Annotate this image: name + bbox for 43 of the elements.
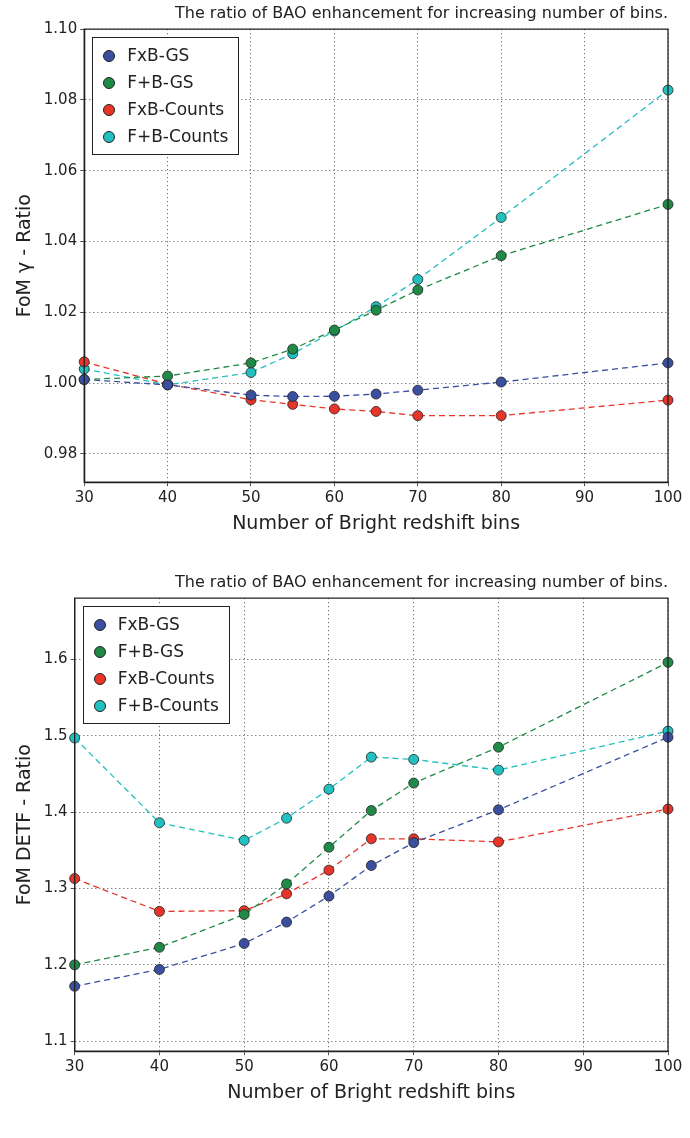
x-tick-label: 40 [158,488,178,507]
x-tick-label: 80 [491,488,511,507]
x-tick-label: 30 [65,1057,85,1076]
y-axis-title: FoM γ - Ratio [12,194,35,318]
x-tick-label: 70 [408,488,428,507]
legend-label: F+B-GS [127,71,194,95]
y-tick-label: 1.5 [43,725,68,744]
legend-label: F+B-GS [117,640,185,664]
y-tick-label: 1.1 [43,1031,68,1050]
x-tick-label: 40 [149,1057,169,1076]
y-tick-label: 1.00 [43,373,78,391]
x-tick-label: 30 [74,488,94,507]
y-axis-title: FoM DETF - Ratio [12,744,35,906]
x-tick-label: 80 [488,1057,509,1076]
legend-label: FxB-GS [117,613,180,637]
y-tick-label: 1.08 [43,89,78,108]
legend-label: FxB-Counts [117,667,215,691]
legend-label: FxB-GS [127,44,190,68]
y-tick-label: 1.2 [43,954,68,973]
y-tick-label: 1.10 [43,19,78,38]
x-tick-label: 60 [324,488,344,507]
chart-title: The ratio of BAO enhancement for increasing number of bins. [174,2,668,22]
legend-label: F+B-Counts [127,125,229,149]
x-tick-label: 70 [404,1057,424,1076]
legend-label: F+B-Counts [117,694,219,718]
y-tick-label: 1.6 [43,649,68,668]
x-axis-title: Number of Bright redshift bins [227,1079,516,1102]
x-tick-label: 100 [653,1057,683,1076]
y-tick-label: 1.3 [43,878,68,897]
chart-title: The ratio of BAO enhancement for increasing number of bins. [174,571,668,591]
x-tick-label: 50 [241,488,261,507]
x-tick-label: 90 [573,1057,593,1076]
x-tick-label: 90 [575,488,595,507]
x-axis-title: Number of Bright redshift bins [232,510,521,533]
y-tick-label: 1.02 [43,302,78,321]
x-tick-label: 60 [319,1057,339,1076]
x-tick-label: 50 [234,1057,254,1076]
y-tick-label: 1.4 [43,801,68,820]
y-tick-label: 0.98 [43,443,78,462]
y-tick-label: 1.04 [43,231,78,250]
y-tick-label: 1.06 [43,160,78,179]
legend-label: FxB-Counts [127,98,225,122]
x-tick-label: 100 [653,488,683,507]
